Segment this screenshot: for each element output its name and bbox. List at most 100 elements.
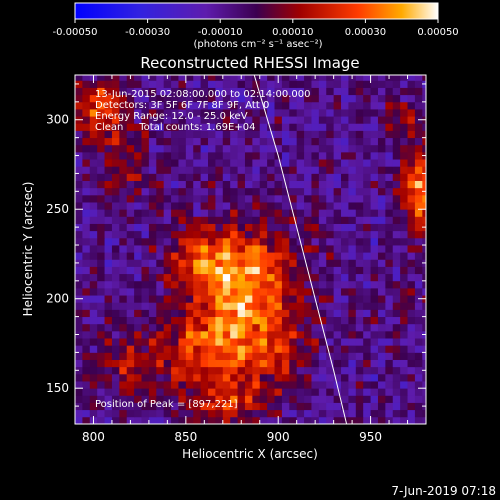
- heatmap-cell: [326, 402, 335, 411]
- heatmap-cell: [75, 252, 83, 260]
- heatmap-cell: [341, 259, 349, 267]
- heatmap-cell: [200, 316, 209, 325]
- heatmap-cell: [422, 202, 426, 210]
- heatmap-cell: [363, 330, 371, 339]
- heatmap-cell: [141, 330, 150, 339]
- heatmap-cell: [274, 388, 283, 396]
- heatmap-cell: [178, 187, 187, 196]
- heatmap-cell: [215, 259, 224, 267]
- colorbar: -0.00050 -0.00030 -0.00010 0.00010 0.00030 0.…: [53, 2, 459, 50]
- heatmap-cell: [185, 230, 194, 239]
- heatmap-cell: [304, 273, 312, 282]
- heatmap-cell: [193, 309, 202, 318]
- heatmap-cell: [126, 287, 135, 296]
- heatmap-cell: [141, 259, 150, 267]
- heatmap-cell: [289, 352, 298, 360]
- heatmap-cell: [244, 137, 253, 146]
- heatmap-cell: [208, 395, 216, 403]
- heatmap-cell: [377, 309, 386, 318]
- heatmap-cell: [222, 316, 231, 325]
- heatmap-cell: [422, 209, 426, 217]
- heatmap-cell: [363, 295, 371, 303]
- heatmap-cell: [126, 151, 135, 160]
- heatmap-cell: [370, 173, 379, 181]
- heatmap-cell: [318, 123, 327, 131]
- heatmap-cell: [126, 409, 135, 418]
- heatmap-cell: [311, 395, 320, 403]
- heatmap-cell: [148, 137, 157, 146]
- heatmap-cell: [230, 216, 238, 224]
- heatmap-cell: [237, 166, 246, 174]
- heatmap-cell: [208, 80, 216, 88]
- heatmap-cell: [311, 94, 320, 103]
- heatmap-cell: [370, 109, 379, 117]
- heatmap-cell: [422, 130, 426, 139]
- heatmap-cell: [126, 295, 135, 303]
- heatmap-cell: [333, 237, 342, 246]
- heatmap-cell: [171, 130, 179, 139]
- heatmap-cell: [407, 316, 416, 325]
- heatmap-cell: [97, 366, 105, 375]
- heatmap-cell: [392, 352, 401, 360]
- heatmap-cell: [377, 323, 386, 332]
- heatmap-cell: [363, 80, 371, 88]
- heatmap-cell: [281, 359, 290, 368]
- heatmap-cell: [414, 180, 423, 189]
- heatmap-cell: [82, 116, 91, 124]
- heatmap-cell: [126, 173, 135, 181]
- heatmap-cell: [104, 395, 113, 403]
- heatmap-cell: [148, 395, 157, 403]
- heatmap-cell: [141, 137, 150, 146]
- heatmap-cell: [141, 416, 150, 424]
- heatmap-cell: [333, 101, 342, 110]
- heatmap-cell: [274, 366, 283, 375]
- heatmap-cell: [377, 295, 386, 303]
- heatmap-cell: [171, 273, 179, 282]
- heatmap-cell: [119, 395, 128, 403]
- heatmap-cell: [163, 151, 172, 160]
- heatmap-cell: [274, 94, 283, 103]
- heatmap-cell: [267, 366, 275, 375]
- heatmap-cell: [311, 259, 320, 267]
- heatmap-cell: [178, 259, 187, 267]
- heatmap-cell: [200, 245, 209, 253]
- heatmap-cell: [363, 94, 371, 103]
- heatmap-cell: [208, 109, 216, 117]
- heatmap-cell: [267, 80, 275, 88]
- heatmap-cell: [134, 209, 142, 217]
- heatmap-cell: [193, 373, 202, 382]
- heatmap-cell: [222, 259, 231, 267]
- heatmap-cell: [230, 173, 238, 181]
- heatmap-cell: [237, 216, 246, 224]
- heatmap-cell: [355, 345, 364, 353]
- heatmap-cell: [333, 216, 342, 224]
- heatmap-cell: [370, 87, 379, 96]
- heatmap-cell: [422, 338, 426, 346]
- heatmap-cell: [311, 402, 320, 411]
- heatmap-cell: [193, 287, 202, 296]
- heatmap-cell: [148, 252, 157, 260]
- heatmap-cell: [392, 230, 401, 239]
- heatmap-cell: [311, 273, 320, 282]
- heatmap-cell: [119, 309, 128, 318]
- heatmap-cell: [422, 123, 426, 131]
- heatmap-cell: [363, 381, 371, 389]
- heatmap-cell: [259, 352, 268, 360]
- heatmap-cell: [274, 237, 283, 246]
- heatmap-cell: [311, 373, 320, 382]
- heatmap-cell: [97, 223, 105, 232]
- heatmap-cell: [163, 259, 172, 267]
- heatmap-cell: [111, 280, 120, 289]
- heatmap-cell: [215, 216, 224, 224]
- heatmap-cell: [97, 287, 105, 296]
- heatmap-cell: [281, 409, 290, 418]
- heatmap-cell: [222, 402, 231, 411]
- heatmap-cell: [318, 345, 327, 353]
- heatmap-cell: [274, 230, 283, 239]
- heatmap-cell: [414, 352, 423, 360]
- heatmap-cell: [244, 395, 253, 403]
- heatmap-cell: [237, 273, 246, 282]
- heatmap-cell: [281, 187, 290, 196]
- heatmap-cell: [75, 245, 83, 253]
- heatmap-cell: [355, 216, 364, 224]
